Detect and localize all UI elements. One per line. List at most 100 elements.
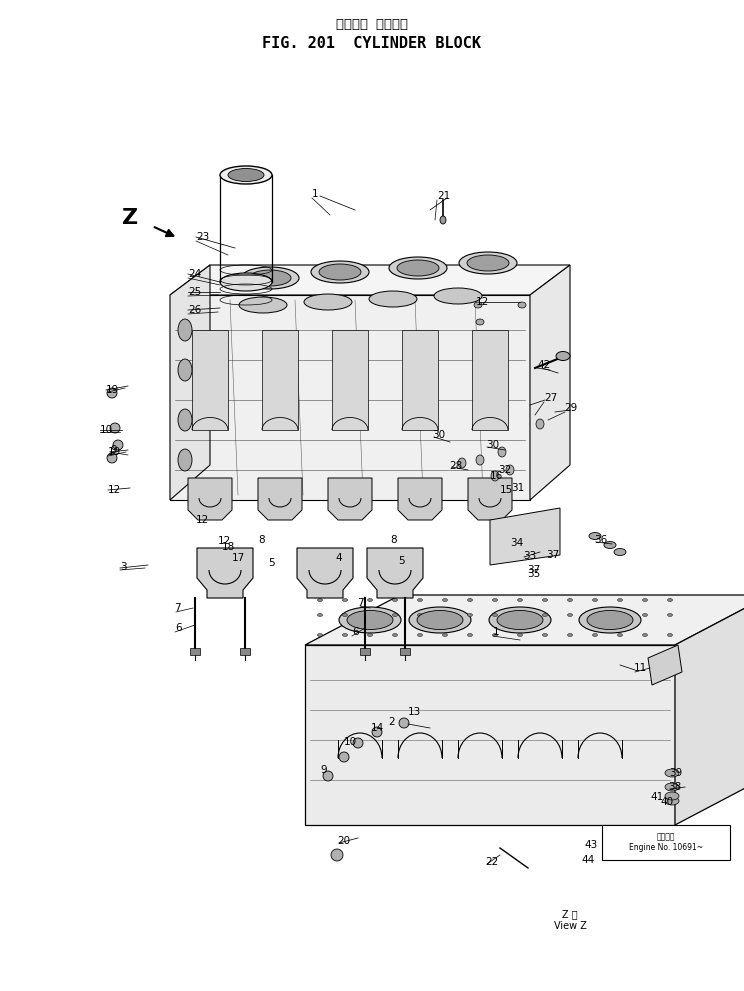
Ellipse shape — [618, 599, 623, 602]
Text: 37: 37 — [546, 550, 559, 560]
Ellipse shape — [239, 297, 287, 313]
Text: 20: 20 — [337, 836, 350, 846]
Bar — [240, 648, 250, 655]
Text: 16: 16 — [490, 471, 503, 481]
Text: 5: 5 — [268, 558, 275, 568]
Ellipse shape — [440, 216, 446, 224]
Ellipse shape — [536, 419, 544, 429]
Ellipse shape — [417, 599, 423, 602]
Ellipse shape — [467, 633, 472, 636]
Text: FIG. 201  CYLINDER BLOCK: FIG. 201 CYLINDER BLOCK — [263, 36, 481, 51]
Ellipse shape — [113, 440, 123, 450]
Text: Z 結
View Z: Z 結 View Z — [554, 909, 586, 931]
Ellipse shape — [667, 633, 673, 636]
Ellipse shape — [241, 267, 299, 289]
Ellipse shape — [228, 168, 264, 181]
Ellipse shape — [443, 613, 447, 616]
Ellipse shape — [497, 610, 543, 629]
Bar — [262, 330, 298, 430]
Ellipse shape — [331, 849, 343, 861]
Ellipse shape — [311, 261, 369, 283]
Text: 33: 33 — [523, 551, 536, 561]
Bar — [192, 330, 228, 430]
Text: 1: 1 — [493, 627, 500, 637]
Bar — [360, 648, 370, 655]
Ellipse shape — [178, 319, 192, 341]
Ellipse shape — [589, 532, 601, 539]
Polygon shape — [675, 595, 744, 825]
Text: 29: 29 — [564, 403, 577, 413]
Text: 5: 5 — [398, 556, 405, 566]
Ellipse shape — [665, 797, 679, 805]
Ellipse shape — [342, 599, 347, 602]
Ellipse shape — [347, 610, 393, 629]
Text: 22: 22 — [485, 857, 498, 867]
Text: 3: 3 — [120, 562, 126, 572]
Ellipse shape — [518, 302, 526, 308]
Ellipse shape — [397, 260, 439, 276]
Ellipse shape — [393, 633, 397, 636]
Ellipse shape — [458, 458, 466, 468]
Text: 9: 9 — [320, 765, 327, 775]
Bar — [472, 330, 508, 430]
Text: 39: 39 — [669, 768, 682, 778]
Ellipse shape — [489, 607, 551, 633]
Text: 12: 12 — [218, 536, 231, 546]
Text: 11: 11 — [634, 663, 647, 673]
Text: 2: 2 — [388, 717, 394, 727]
Text: 8: 8 — [390, 535, 397, 545]
Text: 44: 44 — [581, 855, 594, 865]
Ellipse shape — [393, 599, 397, 602]
Ellipse shape — [417, 613, 423, 616]
Bar — [190, 648, 200, 655]
Ellipse shape — [643, 633, 647, 636]
Polygon shape — [170, 265, 210, 500]
Ellipse shape — [369, 291, 417, 307]
Ellipse shape — [339, 607, 401, 633]
Text: 13: 13 — [408, 707, 421, 717]
Ellipse shape — [318, 613, 322, 616]
Polygon shape — [305, 595, 744, 645]
Text: 43: 43 — [584, 840, 597, 850]
Ellipse shape — [518, 633, 522, 636]
Text: 31: 31 — [511, 483, 525, 493]
Text: 35: 35 — [527, 569, 540, 579]
Ellipse shape — [399, 718, 409, 728]
Ellipse shape — [434, 288, 482, 304]
Ellipse shape — [443, 599, 447, 602]
Text: 4: 4 — [335, 553, 341, 563]
Text: 10: 10 — [344, 737, 357, 747]
Ellipse shape — [107, 388, 117, 398]
Ellipse shape — [110, 423, 120, 433]
Ellipse shape — [542, 613, 548, 616]
Ellipse shape — [368, 633, 373, 636]
Text: シリンダ ブロック: シリンダ ブロック — [336, 18, 408, 31]
Ellipse shape — [579, 607, 641, 633]
Ellipse shape — [643, 613, 647, 616]
Text: 8: 8 — [258, 535, 265, 545]
Text: Z: Z — [122, 208, 138, 228]
Ellipse shape — [178, 409, 192, 431]
Text: 適用号等
Engine No. 10691~: 適用号等 Engine No. 10691~ — [629, 832, 703, 852]
Polygon shape — [305, 645, 675, 825]
Ellipse shape — [178, 449, 192, 471]
Ellipse shape — [318, 599, 322, 602]
Text: 36: 36 — [594, 535, 607, 545]
Polygon shape — [328, 478, 372, 520]
Text: 34: 34 — [510, 538, 523, 548]
Ellipse shape — [443, 633, 447, 636]
Ellipse shape — [542, 633, 548, 636]
Ellipse shape — [506, 465, 514, 475]
Text: 12: 12 — [196, 515, 209, 525]
Ellipse shape — [604, 541, 616, 548]
Bar — [400, 648, 410, 655]
Ellipse shape — [592, 599, 597, 602]
Text: 24: 24 — [188, 269, 201, 279]
Ellipse shape — [409, 607, 471, 633]
Ellipse shape — [220, 273, 272, 291]
Polygon shape — [258, 478, 302, 520]
Ellipse shape — [249, 270, 291, 286]
Ellipse shape — [493, 633, 498, 636]
Text: 26: 26 — [188, 305, 201, 315]
Text: 19: 19 — [106, 385, 119, 395]
